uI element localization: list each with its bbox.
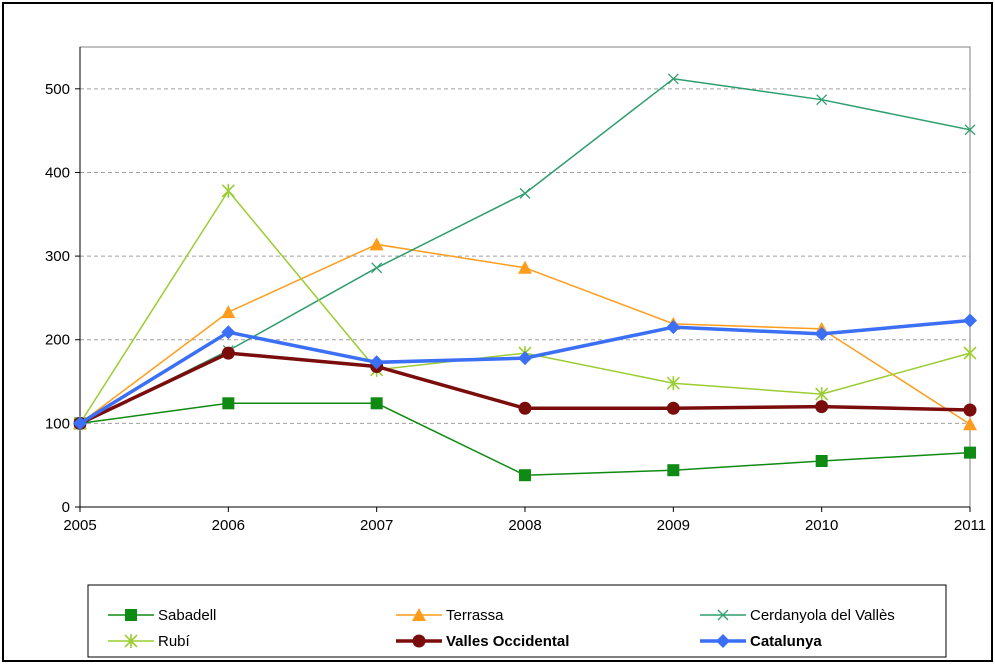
data-point-catalunya-2010: [814, 326, 829, 341]
x-tick-label: 2007: [360, 517, 393, 534]
series-group: [73, 73, 977, 482]
legend-label: Catalunya: [750, 633, 822, 650]
data-point-terrassa-2007: [369, 237, 384, 251]
y-tick-label: 500: [45, 81, 70, 98]
legend-swatch-marker: [716, 634, 730, 648]
legend-swatch-marker: [412, 608, 426, 621]
data-point-sabadell-2011: [964, 446, 976, 459]
data-point-sabadell-2006: [222, 397, 235, 410]
data-point-rubi-2006: [221, 183, 235, 198]
data-point-terrassa-2011: [963, 417, 977, 431]
data-point-valles-occidental-2008: [518, 401, 532, 415]
data-point-catalunya-2009: [666, 320, 681, 335]
legend-label: Rubí: [158, 633, 191, 650]
data-point-valles-occidental-2009: [666, 401, 680, 415]
x-tick-label: 2008: [508, 517, 541, 534]
data-point-cerdanyola-del-valles-2008: [519, 187, 531, 199]
legend-label: Sabadell: [158, 607, 216, 624]
legend-item-rubi: Rubí: [108, 633, 191, 650]
data-point-terrassa-2006: [221, 305, 236, 319]
data-point-catalunya-2007: [369, 355, 384, 370]
data-point-catalunya-2006: [221, 325, 236, 340]
data-point-rubi-2011: [963, 346, 977, 361]
legend-label: Cerdanyola del Vallès: [750, 607, 895, 624]
data-point-catalunya-2011: [963, 313, 977, 328]
data-point-terrassa-2008: [518, 260, 532, 274]
data-point-valles-occidental-2010: [815, 400, 829, 414]
legend-item-valles-occidental: Valles Occidental: [396, 633, 569, 650]
x-tick-label: 2005: [63, 517, 96, 534]
axes: 0 100 200 300 400 500 2005 2006 2007 2008 2009 2010…: [45, 47, 986, 534]
data-point-sabadell-2008: [519, 469, 531, 482]
x-tick-label: 2010: [805, 517, 838, 534]
x-tick-label: 2011: [954, 517, 986, 534]
y-tick-label: 200: [45, 332, 70, 349]
data-point-cerdanyola-del-valles-2010: [816, 94, 828, 106]
legend-item-cerdanyola-del-valles: Cerdanyola del Vallès: [700, 607, 895, 624]
legend-swatch-marker: [412, 634, 426, 648]
legend-item-sabadell: Sabadell: [108, 607, 216, 624]
y-tick-label: 100: [45, 415, 70, 432]
y-tick-label: 300: [45, 248, 70, 265]
legend-swatch-marker: [124, 634, 138, 648]
legend-item-terrassa: Terrassa: [396, 607, 504, 624]
x-tick-label: 2006: [212, 517, 245, 534]
y-tick-label: 0: [62, 499, 70, 516]
x-tick-label: 2009: [657, 517, 690, 534]
gridlines: [80, 88, 970, 424]
data-point-cerdanyola-del-valles-2011: [964, 124, 976, 136]
legend-label: Terrassa: [446, 607, 504, 624]
data-point-valles-occidental-2011: [963, 403, 977, 417]
legend-item-catalunya: Catalunya: [700, 633, 822, 650]
data-point-sabadell-2009: [667, 464, 680, 477]
data-point-cerdanyola-del-valles-2009: [667, 73, 679, 85]
legend-swatch-marker: [717, 609, 729, 621]
data-point-rubi-2010: [815, 387, 829, 402]
legend-swatch-marker: [125, 609, 137, 621]
data-point-cerdanyola-del-valles-2007: [371, 262, 383, 274]
legend-label: Valles Occidental: [446, 633, 569, 650]
y-tick-label: 400: [45, 164, 70, 181]
data-point-rubi-2009: [666, 376, 680, 391]
legend: Sabadell Terrassa Cerdanyola del Vallès Rub…: [108, 607, 895, 650]
data-point-catalunya-2008: [518, 351, 532, 366]
legend-box: [87, 584, 947, 658]
series-catalunya: [73, 313, 977, 431]
data-point-sabadell-2010: [815, 455, 828, 467]
data-point-sabadell-2007: [370, 397, 383, 410]
data-point-valles-occidental-2006: [221, 346, 235, 360]
data-point-catalunya-2005: [73, 416, 87, 431]
